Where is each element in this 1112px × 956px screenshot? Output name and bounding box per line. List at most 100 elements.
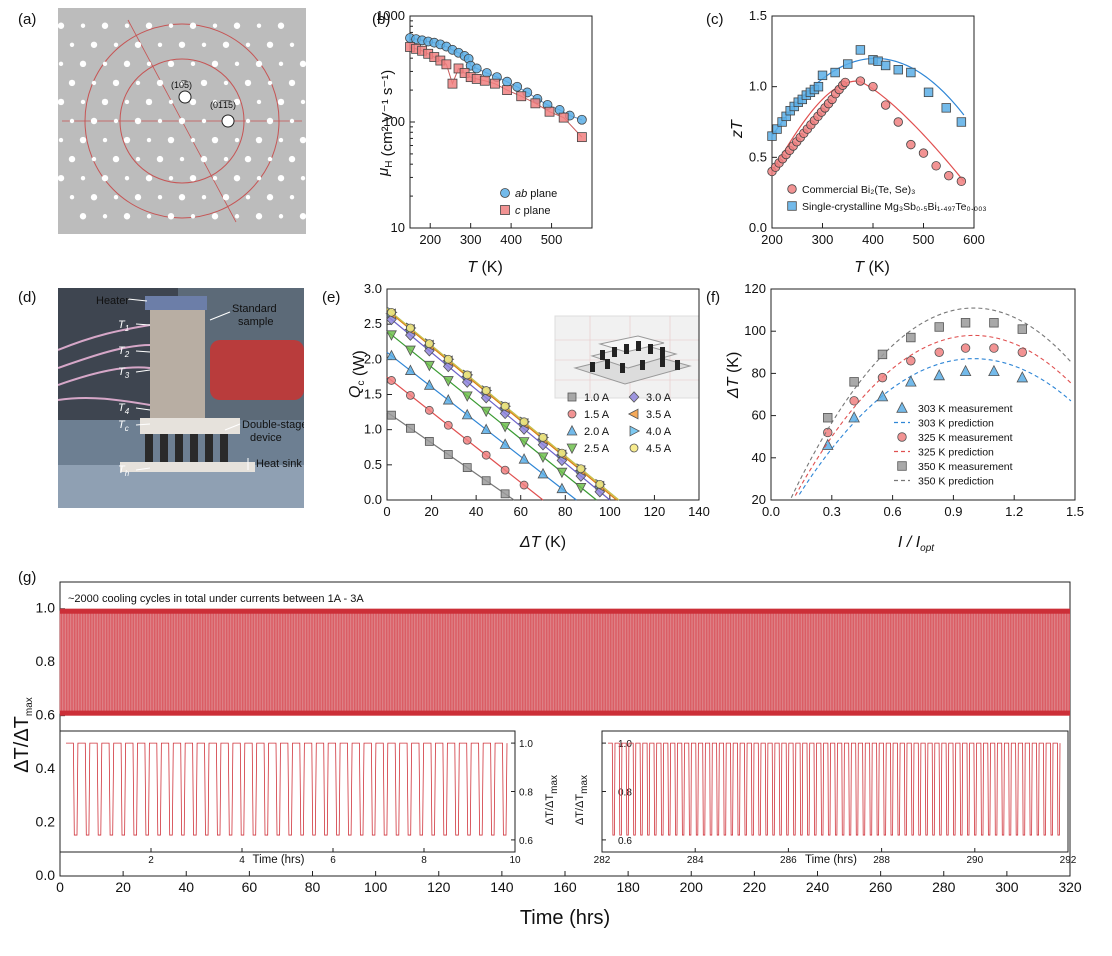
diffraction-spot [255, 60, 263, 68]
diffraction-spot [278, 61, 284, 67]
data-point [387, 307, 396, 317]
diffraction-spot [289, 195, 295, 200]
legend-marker [500, 188, 510, 198]
plot-frame [770, 288, 1076, 501]
cycling-annotation: ~2000 cooling cycles in total under curr… [68, 593, 364, 605]
diffraction-spot [223, 80, 229, 86]
diffraction-spot [80, 175, 86, 181]
data-point [944, 171, 954, 181]
diffraction-spot [135, 156, 141, 162]
y-axis-label: Qc (W) [347, 350, 368, 398]
data-point [447, 78, 458, 89]
t3-main: T [118, 366, 126, 378]
label-part: T [467, 259, 478, 276]
data-point [500, 401, 510, 411]
x-tick-label: 20 [424, 504, 438, 519]
data-point [544, 106, 555, 117]
th-label: Th [118, 464, 130, 478]
diffraction-spot [124, 175, 130, 181]
inset-frame [59, 730, 516, 853]
x-tick-label: 2 [148, 855, 154, 866]
legend-label: 4.5 A [646, 443, 672, 455]
data-point [575, 483, 587, 494]
data-point [443, 450, 453, 459]
diffraction-spot [201, 195, 207, 200]
legend-label: 1.5 A [584, 409, 610, 421]
legend-label: 350 K measurement [918, 461, 1013, 473]
x-tick-label: 500 [541, 232, 563, 247]
x-axis-label: T (K) [854, 259, 890, 276]
double-stage-label: Double-stage [242, 419, 307, 431]
diffraction-spot [80, 23, 86, 28]
diffraction-spot [201, 42, 207, 47]
diffraction-spot [233, 174, 241, 182]
diffraction-spot [90, 117, 98, 125]
y-axis-label: zT [729, 119, 746, 139]
cycling-band [60, 608, 1070, 716]
diffraction-spot [222, 41, 230, 48]
data-point [931, 161, 941, 171]
th-sub: h [125, 469, 130, 478]
diffraction-spot [58, 61, 64, 67]
data-point [877, 349, 888, 360]
data-point [576, 464, 586, 474]
diffraction-spot [58, 174, 65, 182]
legend-marker [629, 443, 639, 453]
x-tick-label: 6 [330, 855, 336, 866]
label-part: max [24, 697, 35, 716]
x-tick-label: 20 [115, 879, 131, 895]
x-tick-label: 240 [806, 879, 830, 895]
label-part: plane [521, 205, 551, 217]
legend-label: 325 K measurement [918, 432, 1013, 444]
x-tick-label: 300 [812, 232, 834, 247]
data-point [461, 391, 473, 402]
diffraction-spot [146, 214, 152, 219]
cycling-trace [66, 742, 508, 836]
y-tick-label: 0.4 [36, 760, 56, 776]
t3-sub: 3 [125, 371, 130, 380]
y-tick-label: 1.0 [618, 739, 632, 750]
legend-label: c plane [515, 205, 550, 217]
data-point [481, 386, 491, 395]
diffraction-spot [101, 174, 109, 182]
diffraction-spot [113, 195, 119, 200]
t1-label: T1 [118, 319, 129, 333]
data-point [423, 379, 435, 390]
diffraction-spot [245, 42, 251, 47]
diffraction-spot [168, 99, 174, 105]
x-axis-label: I / Iopt [898, 534, 935, 554]
legend-label: 4.0 A [646, 426, 672, 438]
data-point [442, 394, 454, 405]
diffraction-spot [179, 156, 185, 162]
legend-marker [787, 184, 797, 194]
diffraction-spot [189, 22, 197, 29]
diffraction-spot [58, 22, 65, 29]
y-tick-label: 20 [752, 492, 766, 507]
legend-marker [629, 425, 641, 437]
data-point [906, 139, 916, 150]
data-point [959, 364, 972, 376]
data-point [502, 85, 512, 95]
y-tick-label: 0.0 [749, 220, 767, 235]
data-point [499, 421, 511, 433]
label-part: ab [515, 188, 527, 200]
diffraction-spot [190, 61, 196, 67]
x-axis-label: ΔT (K) [519, 534, 566, 551]
data-point [821, 438, 834, 450]
x-tick-label: 4 [239, 855, 245, 866]
diffraction-spot [288, 155, 296, 163]
diffraction-spot [201, 118, 207, 124]
fit-line [386, 315, 611, 501]
x-tick-label: 60 [513, 504, 527, 519]
data-point [988, 364, 1000, 376]
data-point [813, 81, 824, 92]
y-tick-label: 100 [744, 323, 766, 338]
data-point [462, 370, 472, 380]
x-tick-label: 220 [743, 879, 767, 895]
diffraction-spot [167, 136, 175, 144]
x-tick-label: 40 [178, 879, 194, 895]
data-point [405, 323, 415, 333]
legend-label: Commercial Bi₂(Te, Se)₃ [802, 184, 915, 196]
diffraction-spot [299, 213, 306, 220]
data-point [424, 339, 434, 349]
